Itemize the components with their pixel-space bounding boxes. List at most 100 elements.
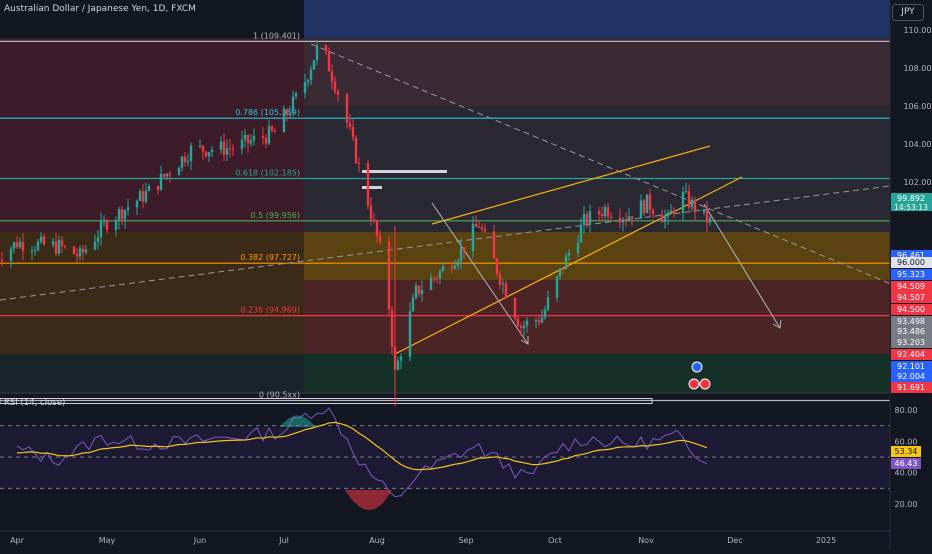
candle-body [220,141,222,149]
marker-bar-2 [362,186,382,189]
candle-body [232,149,234,150]
rsi-badge-rsi-label: 46.43 [895,459,918,468]
zone-left-bottom [0,354,304,392]
candle-body [19,242,21,247]
candle-body [73,247,75,255]
candle-body [157,186,159,190]
zone-green-bottom [304,354,890,392]
time-tick: Nov [638,536,654,545]
candle-body [346,95,348,123]
candle-body [562,269,564,270]
price-badge-sub: 14:53:13 [894,203,928,212]
rsi-band [0,427,890,490]
candle-body [436,278,438,279]
candle-body [523,326,525,328]
price-tick: 110.000 [903,26,932,35]
price-tick: 106.000 [903,102,932,111]
event-flag-jp-2 [700,379,710,389]
candle-body [1,260,3,261]
candle-body [376,221,378,236]
candle-body [520,326,522,328]
candle-body [103,221,105,222]
price-badge-label: 94.509 [897,282,925,291]
candle-body [649,194,651,210]
time-tick: Aug [369,536,385,545]
candle-body [478,227,480,228]
candle-body [226,148,228,155]
candle-body [472,224,474,251]
candle-body [631,216,633,219]
time-tick: May [99,536,116,545]
price-badge-label: 93.203 [897,338,925,347]
zone-orange-right [304,232,890,280]
rsi-tick: 20.00 [895,500,918,509]
price-badge-label: 92.004 [897,372,925,381]
candle-body [97,237,99,241]
candle-body [691,200,693,208]
currency-button[interactable]: JPY [892,4,924,21]
candle-body [538,320,540,322]
candle-body [58,240,60,253]
price-tick: 108.000 [903,64,932,73]
candle-body [13,242,15,248]
candle-body [52,241,54,244]
price-badge-label: 94.507 [897,293,925,302]
candle-body [559,269,561,277]
candle-body [514,298,516,318]
candle-body [415,286,417,298]
candle-body [457,261,459,265]
candle-body [118,209,120,220]
candle-body [328,51,330,71]
candle-body [460,247,462,261]
candle-body [283,110,285,132]
candle-body [349,123,351,127]
candle-body [16,242,18,247]
candle-body [145,191,147,202]
candle-body [169,174,171,175]
event-flag-jp [689,379,699,389]
candle-body [583,214,585,225]
candle-body [373,220,375,221]
candle-body [337,92,339,95]
price-badge-label: 94.500 [897,305,925,314]
candle-body [178,168,180,175]
candle-body [181,157,183,168]
candle-body [703,209,705,212]
candle-body [187,161,189,162]
candle-body [688,191,690,207]
candle-body [547,297,549,309]
price-tick: 102.000 [903,178,932,187]
zone-orange-left [0,232,304,354]
candle-body [163,174,165,177]
candle-body [535,320,537,321]
candle-body [250,140,252,143]
candle-body [664,216,666,222]
zone-top-band [304,38,890,106]
candle-body [166,174,168,177]
candle-body [451,266,453,268]
candle-body [586,214,588,225]
zone-range-top-left [0,38,304,232]
candle-body [439,271,441,278]
marker-bar-1 [362,170,447,173]
candle-body [205,152,207,157]
price-badge-label: 92.101 [897,362,925,371]
candle-body [142,191,144,202]
candle-body [22,242,24,251]
candle-body [139,191,141,200]
candle-body [433,278,435,279]
candle-body [499,274,501,285]
candle-body [325,45,327,51]
candle-body [184,157,186,163]
candle-body [418,286,420,295]
time-tick: Jul [278,536,289,545]
candle-body [55,241,57,253]
time-tick: Jun [193,536,207,545]
candle-body [136,201,138,208]
candle-body [265,138,267,144]
candle-body [148,186,150,191]
candle-body [568,253,570,255]
candle-body [640,200,642,218]
